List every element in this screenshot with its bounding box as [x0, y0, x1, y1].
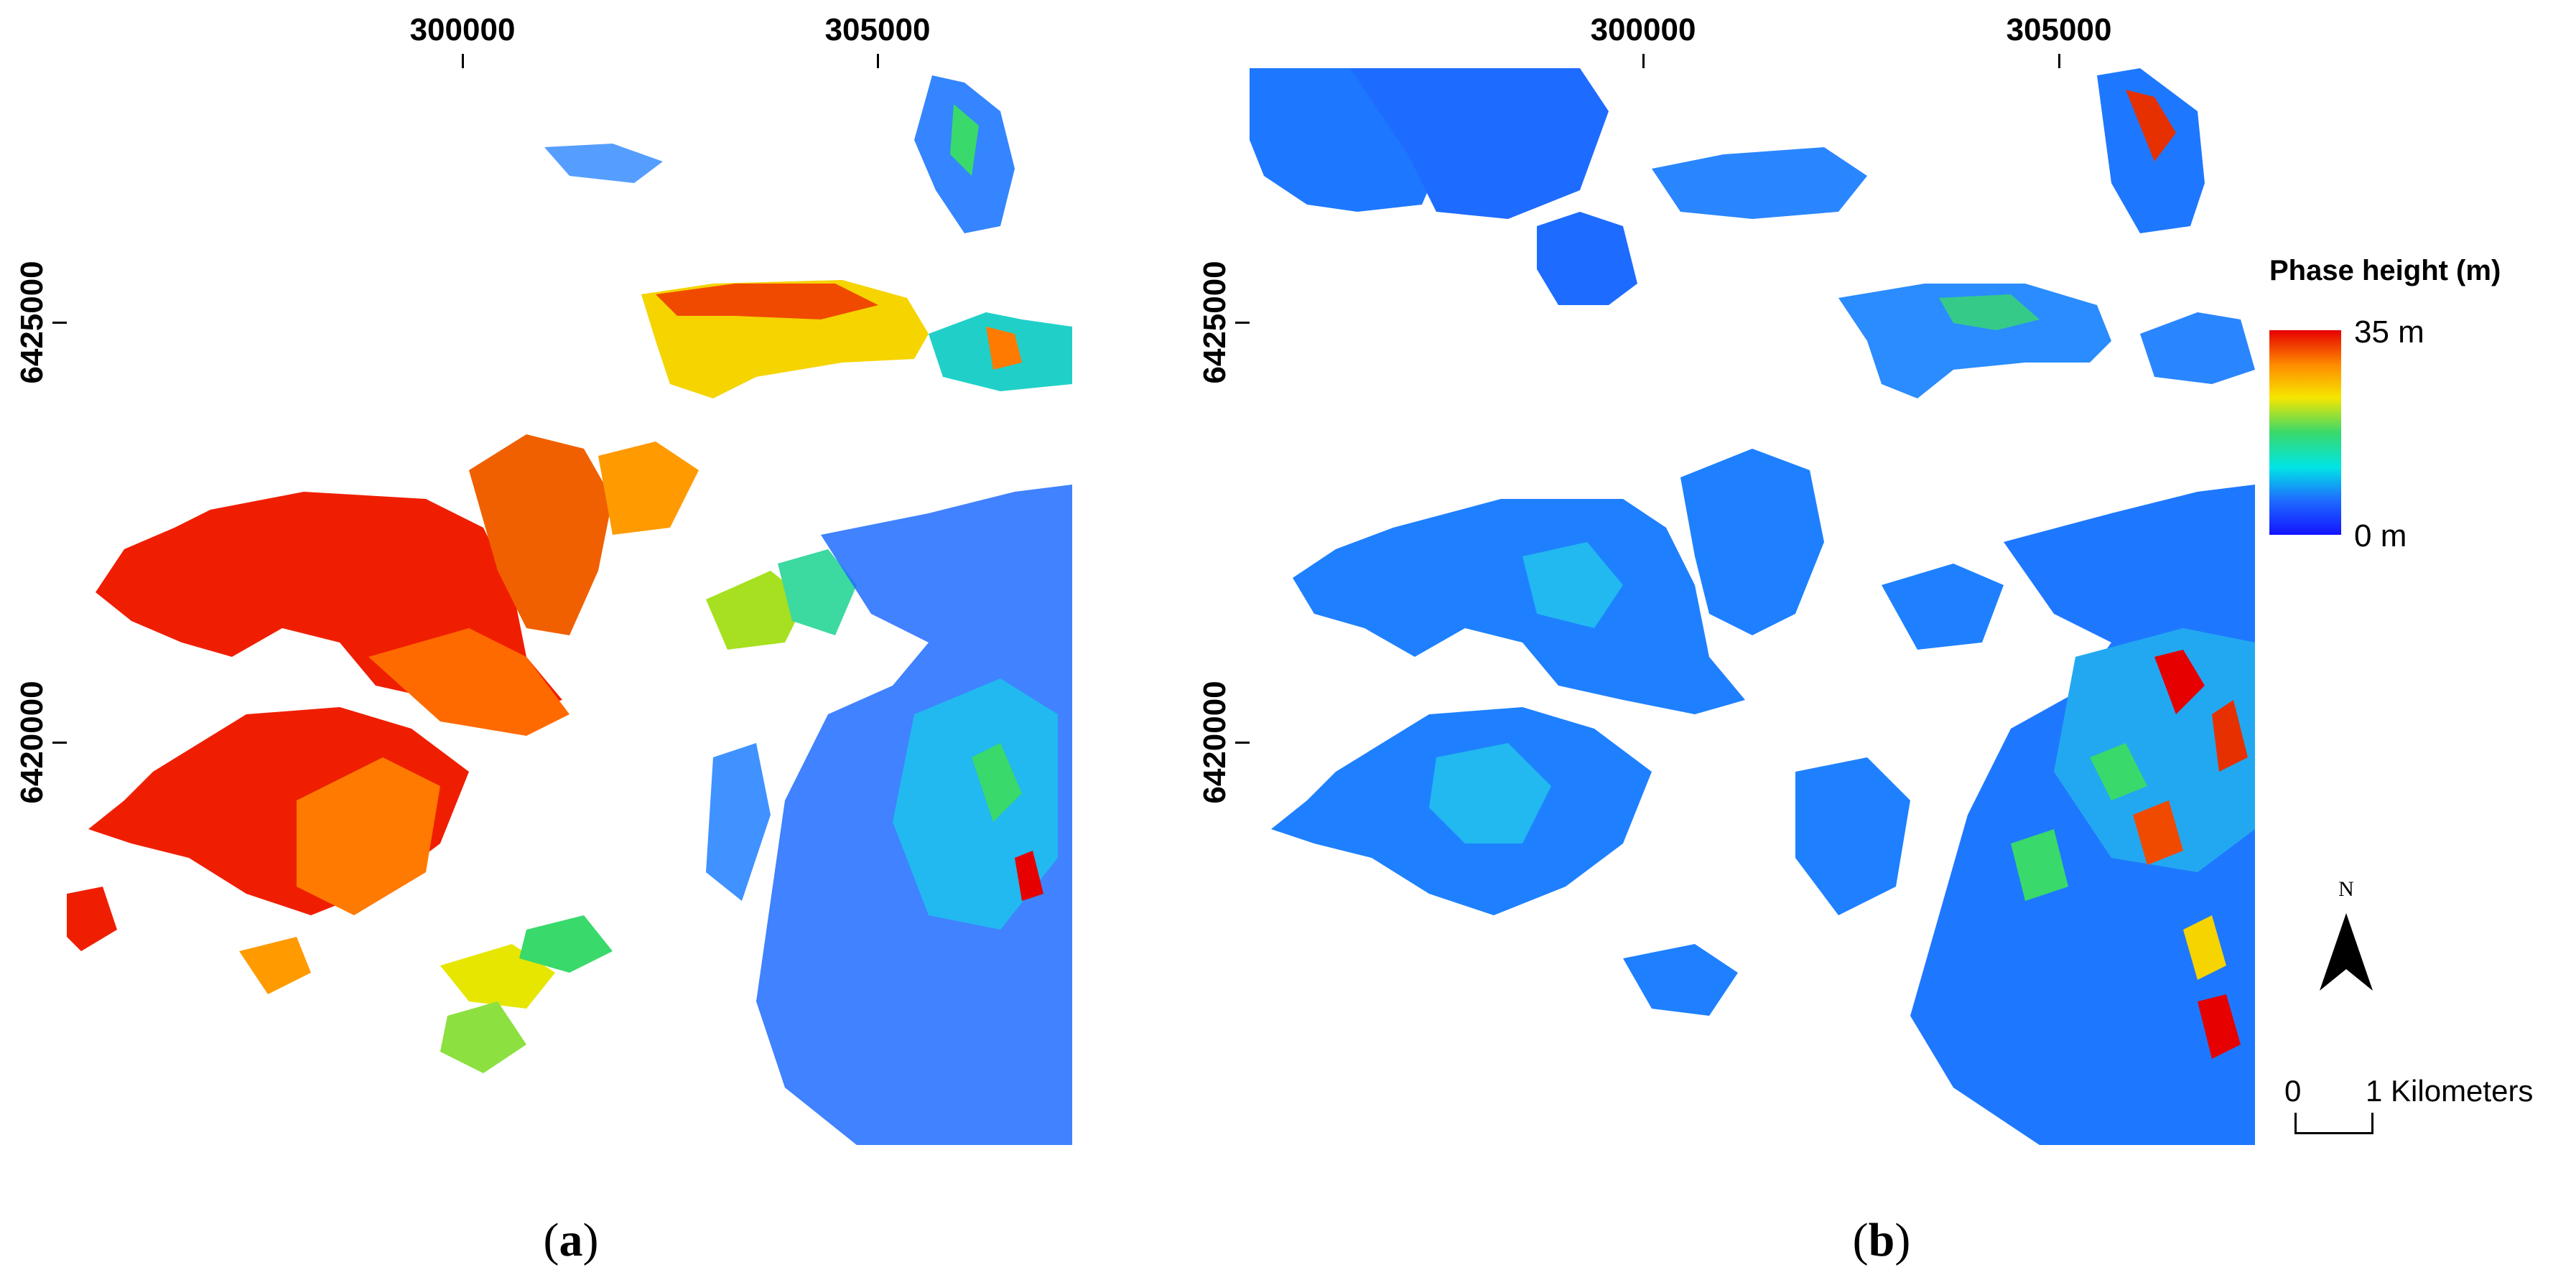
x-tick-mark-a-1	[462, 54, 464, 68]
island-east-cyan-core-a	[986, 327, 1022, 370]
y-tick-mark-a-1	[52, 322, 67, 324]
island-nw-central-tex-b	[1522, 542, 1623, 628]
island-north-right-red-b	[2126, 90, 2176, 162]
island-north-mid-b	[1652, 147, 1867, 219]
island-east-red3-b	[2133, 800, 2183, 865]
panel-label-b: (b)	[1852, 1214, 1911, 1266]
island-west-orange-a	[368, 628, 569, 736]
island-east-green-b	[2090, 743, 2147, 800]
y-tick-label-a-1: 6425000	[14, 261, 50, 384]
north-letter: N	[2338, 877, 2354, 901]
island-middle-blue-a	[706, 743, 771, 901]
y-tick-mark-b-2	[1235, 742, 1250, 744]
island-east-green2-b	[2011, 829, 2068, 901]
x-tick-label-b-1: 300000	[1590, 12, 1696, 47]
phase-height-raster-a	[67, 75, 1072, 1145]
x-tick-mark-b-1	[1642, 54, 1645, 68]
island-east-small-b	[2140, 312, 2255, 384]
island-east-green-streak-a	[972, 743, 1022, 822]
island-lime-south-a	[440, 1001, 526, 1073]
island-ridge-north-red-a	[656, 284, 878, 319]
island-green-central-a	[706, 571, 806, 650]
scale-bar	[2294, 1113, 2373, 1134]
island-ridge-b	[1838, 284, 2111, 398]
panel-label-a: (a)	[543, 1214, 599, 1266]
legend-max-label: 35 m	[2354, 314, 2424, 350]
island-north-top-b	[1350, 68, 1609, 219]
scale-bar-start: 0	[2284, 1074, 2302, 1108]
map-panel-a	[67, 68, 1072, 1145]
island-east-red-streak-a	[1015, 851, 1043, 901]
x-tick-label-a-2: 305000	[824, 12, 931, 47]
island-orange-south-a	[239, 937, 311, 994]
island-east-red1-b	[2154, 650, 2205, 714]
island-nw-central-b	[1293, 499, 1745, 714]
y-tick-mark-a-2	[52, 742, 67, 744]
legend-min-label: 0 m	[2354, 518, 2407, 553]
island-north-central-a	[469, 434, 613, 635]
legend-title: Phase height (m)	[2269, 255, 2501, 286]
island-east-yellow-b	[2183, 915, 2226, 980]
y-tick-label-a-2: 6420000	[14, 681, 50, 804]
y-tick-label-b-2: 6420000	[1197, 681, 1232, 804]
x-tick-mark-b-2	[2058, 54, 2060, 68]
north-arrow-icon: N	[2314, 877, 2379, 998]
island-east-red2-b	[2212, 700, 2248, 772]
island-north-east-core-a	[950, 104, 979, 176]
island-south2-b	[1795, 757, 1910, 915]
x-tick-label-b-2: 305000	[2006, 12, 2112, 47]
island-southwest-tex-b	[1429, 743, 1551, 844]
x-tick-mark-a-2	[877, 54, 879, 68]
island-south-b	[1623, 944, 1738, 1016]
island-green-south-a	[519, 915, 613, 973]
island-north-small-a	[544, 144, 663, 183]
island-small-red-a	[67, 887, 117, 951]
map-panel-b	[1250, 68, 2255, 1145]
y-tick-label-b-1: 6425000	[1197, 261, 1232, 384]
island-southwest-orange-a	[297, 757, 440, 915]
island-round-b	[1537, 212, 1637, 305]
island-cyan-central-a	[778, 549, 857, 635]
legend-color-ramp	[2269, 330, 2341, 535]
x-tick-label-a-1: 300000	[409, 12, 516, 47]
island-east-tex-b	[2054, 628, 2255, 872]
y-tick-mark-b-1	[1235, 322, 1250, 324]
island-center-b	[1882, 564, 2004, 650]
phase-height-raster-b	[1250, 68, 2255, 1145]
island-east-red4-b	[2198, 994, 2241, 1059]
scale-bar-end: 1 Kilometers	[2366, 1074, 2534, 1108]
island-central-orange-a	[598, 441, 699, 535]
island-ridge-b-highlight	[1939, 294, 2040, 330]
island-north-central-b	[1680, 449, 1824, 635]
